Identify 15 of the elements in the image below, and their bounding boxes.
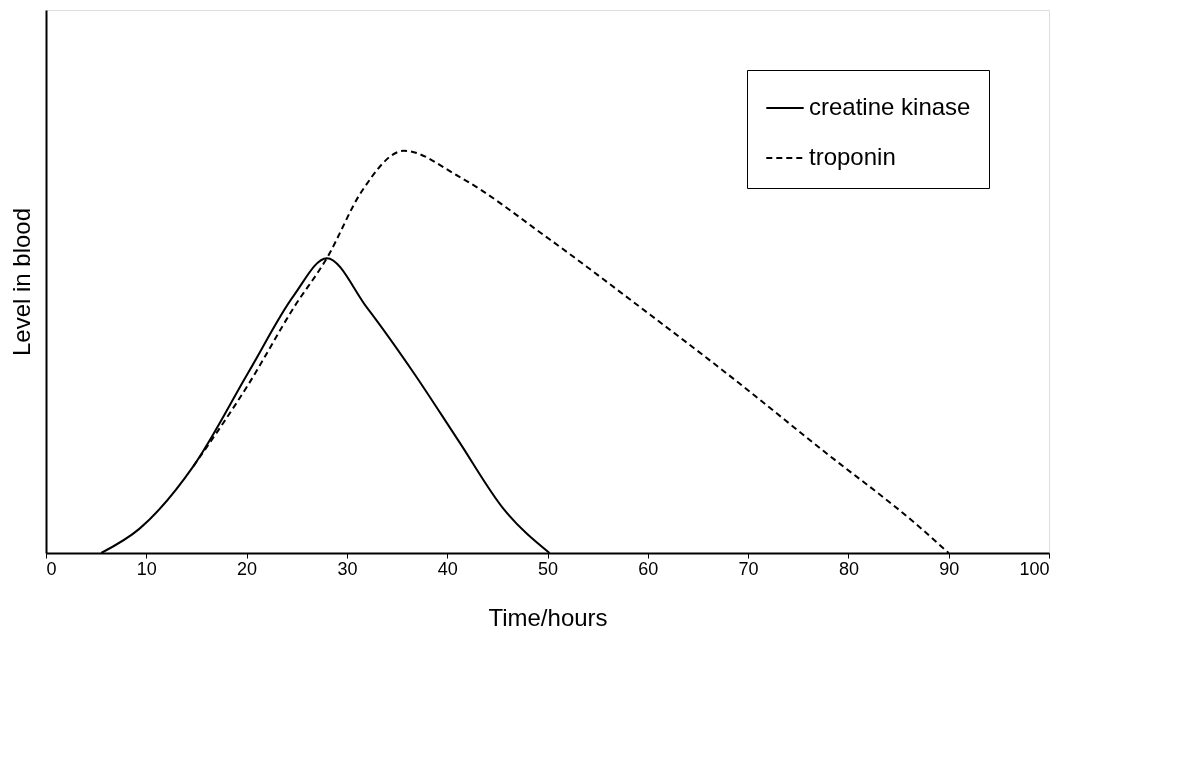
y-axis-title: Level in blood	[7, 207, 35, 357]
x-axis-title: Time/hours	[488, 603, 608, 631]
x-tick-label: 20	[237, 558, 258, 579]
x-tick-label: 40	[437, 558, 458, 579]
x-tick-label: 0	[46, 558, 57, 579]
x-tick-label: 60	[638, 558, 659, 579]
legend-label: troponin	[809, 143, 896, 170]
x-tick-label: 70	[738, 558, 759, 579]
legend-label: creatine kinase	[809, 93, 971, 120]
x-tick-label: 100	[1019, 558, 1050, 579]
x-tick-label: 50	[537, 558, 559, 579]
x-tick-label: 90	[939, 558, 960, 579]
x-tick-label: 30	[337, 558, 358, 579]
x-tick-label: 80	[838, 558, 859, 579]
x-tick-label: 10	[136, 558, 157, 579]
